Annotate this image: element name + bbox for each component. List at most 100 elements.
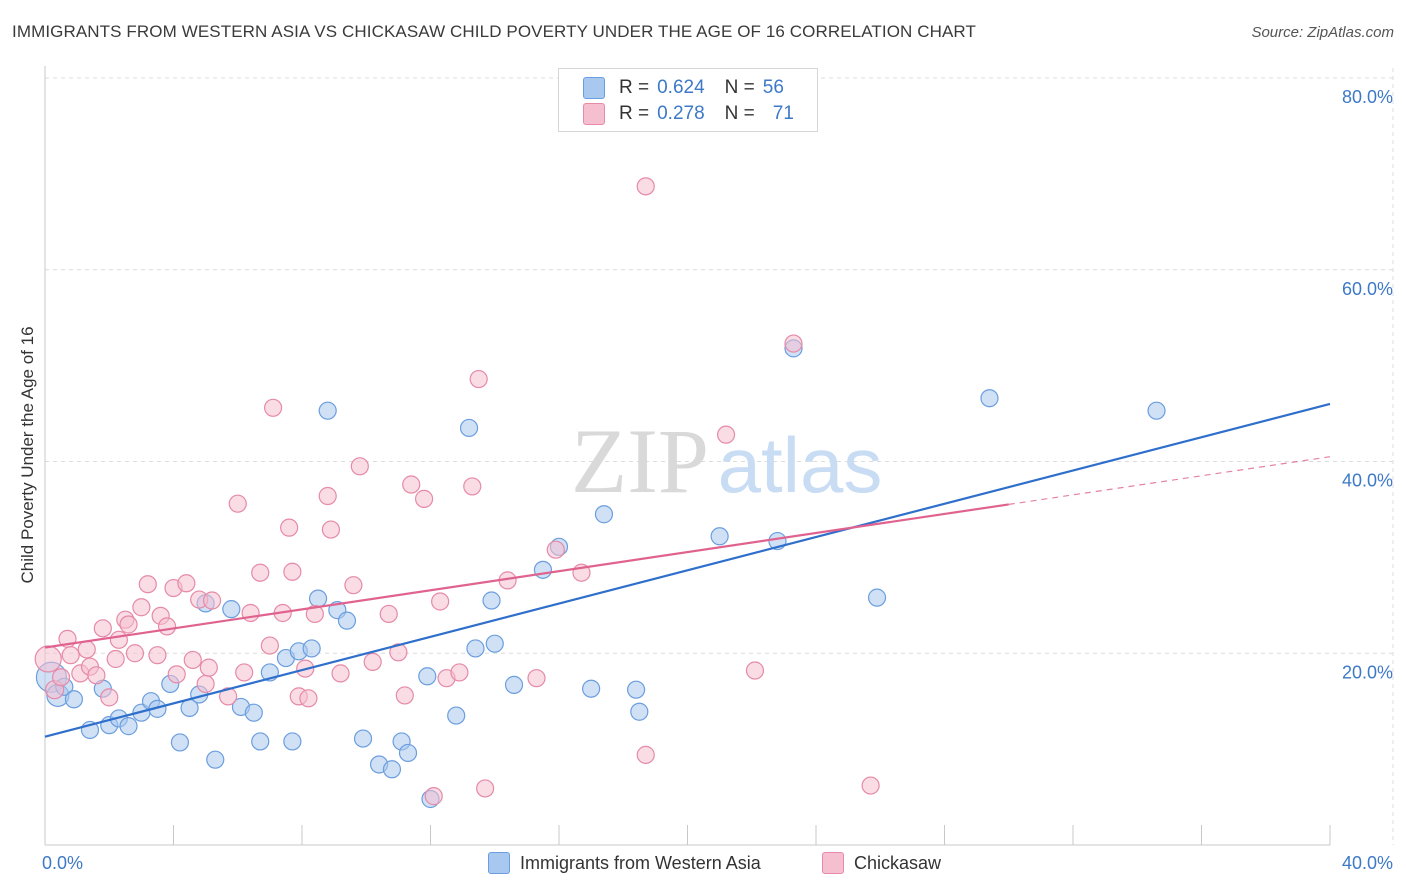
pink-point — [61, 646, 80, 665]
legend-r-value: 0.278 — [657, 103, 705, 124]
blue-point — [630, 702, 649, 721]
legend-row-pink: R = 0.278 N = 71 — [583, 102, 794, 126]
pink-point — [228, 494, 247, 513]
blue-point — [251, 732, 270, 751]
pink-point — [395, 686, 414, 705]
pink-point — [716, 425, 736, 444]
blue-point — [447, 706, 466, 725]
blue-point — [459, 418, 479, 438]
x-tick-label: 0.0% — [42, 853, 83, 873]
pink-point — [251, 563, 270, 582]
pink-swatch-icon — [822, 852, 844, 874]
pink-point — [431, 592, 450, 611]
pink-point — [202, 591, 222, 610]
blue-swatch-icon — [583, 77, 605, 99]
pink-point — [389, 643, 408, 662]
legend-r-value: 0.624 — [657, 77, 705, 98]
pink-point — [379, 604, 398, 624]
watermark-zip: ZIP — [571, 410, 709, 512]
axes-layer — [44, 66, 1331, 846]
blue-point — [418, 667, 437, 686]
tick-labels: 20.0% 40.0% 60.0% 80.0% 0.0% 40.0% — [42, 87, 1393, 873]
pink-point — [414, 489, 434, 508]
y-tick-label: 20.0% — [1342, 662, 1393, 682]
legend-item-immigrants: Immigrants from Western Asia — [488, 852, 761, 874]
pink-point — [157, 617, 177, 636]
pink-point — [87, 666, 106, 685]
blue-point — [318, 401, 337, 420]
pink-point — [318, 486, 337, 506]
legend-item-chickasaw: Chickasaw — [822, 852, 941, 874]
pink-point — [109, 630, 128, 649]
blue-swatch-icon — [488, 852, 510, 874]
blue-point — [308, 589, 328, 608]
legend-r-label: R = — [619, 77, 650, 98]
pink-point — [321, 520, 341, 539]
blue-point — [353, 729, 373, 748]
pink-point — [263, 398, 283, 417]
blue-point — [582, 679, 601, 698]
legend-n-value: 56 — [762, 77, 784, 98]
legend-r-label: R = — [619, 103, 650, 124]
pink-point — [138, 575, 157, 594]
watermark: ZIP atlas — [571, 410, 882, 512]
source-label: Source: ZipAtlas.com — [1251, 24, 1394, 41]
pink-point — [106, 649, 125, 669]
pink-point — [527, 669, 546, 688]
pink-point — [199, 658, 218, 677]
blue-point — [1147, 401, 1166, 420]
pink-point — [280, 518, 299, 537]
pink-trend-line — [44, 503, 1009, 649]
pink-point — [331, 664, 350, 683]
pink-swatch-icon — [583, 103, 605, 125]
blue-point — [64, 690, 84, 709]
blue-point — [466, 639, 485, 658]
blue-point — [222, 600, 241, 619]
pink-point — [546, 540, 565, 559]
blue-point — [302, 639, 321, 658]
pink-point — [745, 661, 765, 680]
pink-point — [34, 645, 62, 673]
pink-point — [450, 663, 469, 682]
legend-label: Immigrants from Western Asia — [520, 852, 761, 873]
blue-point — [710, 527, 729, 546]
pink-point — [344, 576, 363, 595]
legend-row-blue: R = 0.624 N = 56 — [583, 76, 784, 100]
pink-point — [636, 177, 655, 196]
blue-point — [482, 591, 501, 610]
chart-title: IMMIGRANTS FROM WESTERN ASIA VS CHICKASA… — [12, 22, 976, 41]
y-tick-label: 60.0% — [1342, 279, 1393, 299]
legend-n-label: N = — [724, 77, 755, 98]
pink-point — [260, 636, 279, 655]
pink-point — [77, 640, 96, 659]
pink-point — [51, 668, 71, 687]
pink-point — [93, 619, 112, 638]
pink-point — [636, 745, 655, 764]
pink-trend-extension — [1008, 456, 1331, 505]
stats-legend: R = 0.624 N = 56 R = 0.278 N = 71 — [558, 68, 818, 132]
blue-point — [244, 703, 263, 722]
pink-point — [119, 615, 138, 634]
x-tick-label: 40.0% — [1342, 853, 1393, 873]
pink-point — [402, 475, 421, 494]
pink-point — [424, 787, 443, 806]
blue-point — [867, 588, 887, 607]
trend-layer — [44, 402, 1331, 738]
blue-point — [170, 733, 190, 752]
blue-point — [382, 760, 402, 779]
pink-point — [148, 646, 167, 665]
blue-point — [283, 732, 302, 751]
y-tick-label: 80.0% — [1342, 87, 1393, 107]
pink-point — [861, 776, 880, 795]
pink-point — [469, 369, 488, 389]
points-layer — [34, 177, 1166, 809]
pink-point — [784, 334, 803, 353]
blue-trend-line — [44, 402, 1331, 738]
blue-point — [504, 675, 524, 694]
pink-point — [183, 650, 202, 670]
blue-point — [485, 634, 504, 653]
blue-point — [594, 505, 614, 524]
blue-point — [337, 611, 357, 630]
legend-n-label: N = — [724, 103, 755, 124]
